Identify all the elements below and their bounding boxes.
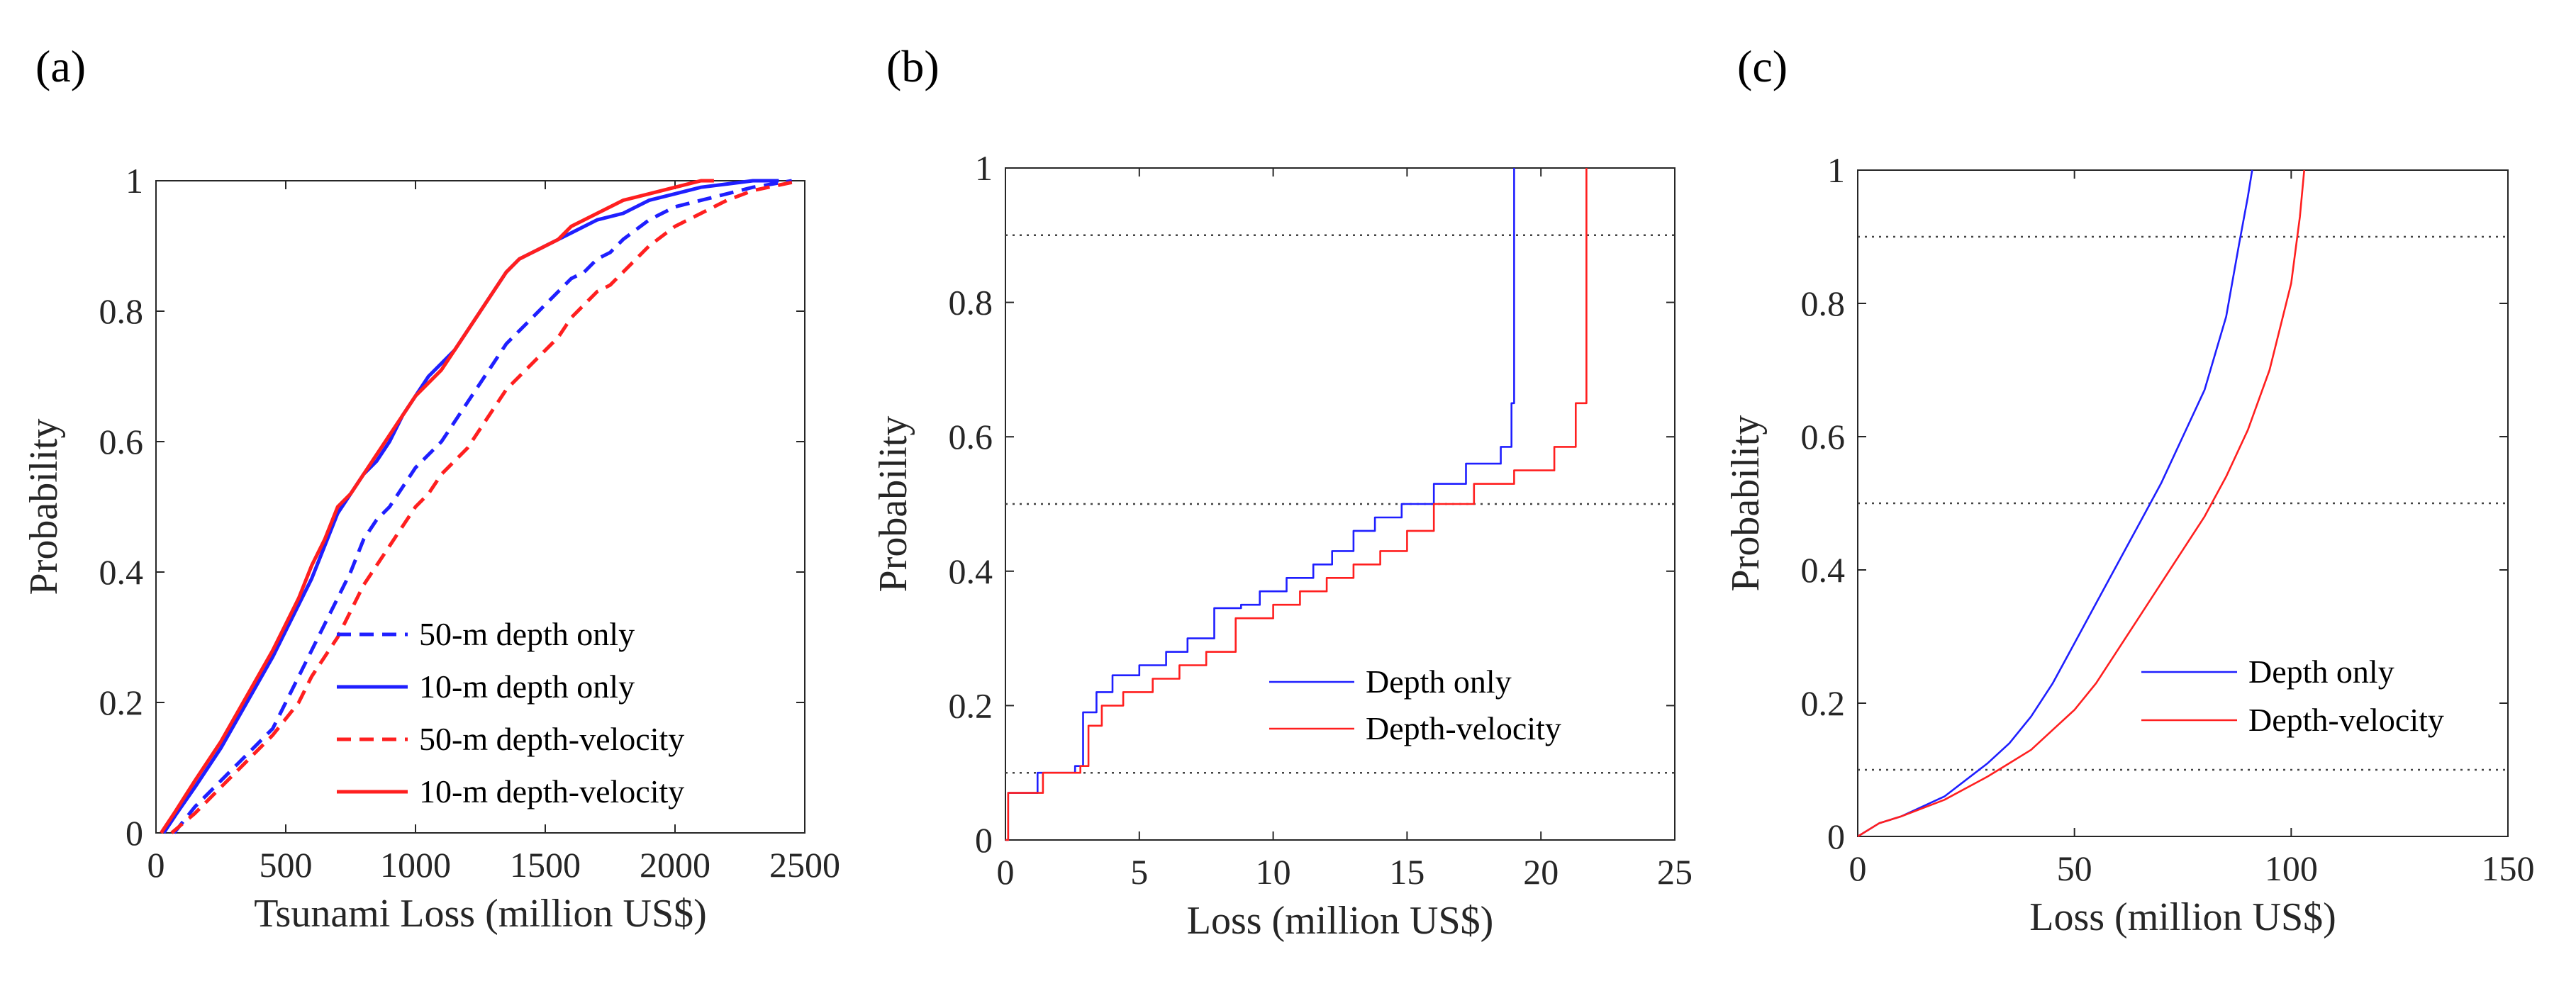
legend-entry: 10-m depth-velocity bbox=[419, 773, 684, 809]
x-tick-label: 2000 bbox=[640, 845, 710, 885]
y-tick-label: 0.6 bbox=[99, 422, 144, 461]
y-tick-label: 0 bbox=[975, 820, 993, 860]
x-tick-label: 25 bbox=[1657, 852, 1693, 892]
x-tick-label: 50 bbox=[2057, 848, 2092, 888]
x-tick-label: 0 bbox=[997, 852, 1015, 892]
series-line-50-m-depth-velocity bbox=[170, 179, 801, 834]
y-tick-label: 1 bbox=[126, 161, 143, 201]
series-line-10-m-depth-velocity bbox=[160, 179, 714, 834]
x-tick-label: 15 bbox=[1389, 852, 1424, 892]
panel-2: (c) 0 50 100 150 0 0.2 0.4 0.6 0.8 1 Loss (million … bbox=[1724, 41, 2535, 939]
x-axis-label: Tsunami Loss (million US$) bbox=[254, 892, 707, 936]
y-tick-label: 0 bbox=[1827, 817, 1845, 856]
legend: 50-m depth only 10-m depth only 50-m depth… bbox=[337, 616, 684, 809]
y-axis-label: Probability bbox=[1724, 415, 1768, 592]
y-tick-label: 0.8 bbox=[949, 283, 993, 323]
panel-label: (b) bbox=[886, 41, 939, 91]
x-tick-label: 500 bbox=[260, 845, 313, 885]
y-tick-label: 0.6 bbox=[949, 417, 993, 456]
legend-entry: Depth only bbox=[1366, 663, 1512, 700]
legend-entry: 50-m depth only bbox=[419, 616, 635, 652]
x-tick-label: 2500 bbox=[769, 845, 840, 885]
y-axis-label: Probability bbox=[22, 419, 66, 595]
legend-entry: Depth only bbox=[2248, 654, 2394, 690]
legend-entry: Depth-velocity bbox=[1366, 710, 1561, 746]
x-tick-label: 100 bbox=[2265, 848, 2318, 888]
legend-entry: 50-m depth-velocity bbox=[419, 721, 684, 757]
x-tick-label: 150 bbox=[2482, 848, 2535, 888]
x-tick-label: 20 bbox=[1523, 852, 1559, 892]
x-axis-label: Loss (million US$) bbox=[1187, 899, 1493, 943]
legend-entry: 10-m depth only bbox=[419, 668, 635, 705]
series-line-depth-velocity bbox=[1005, 168, 1588, 841]
x-tick-label: 1500 bbox=[510, 845, 581, 885]
y-tick-label: 1 bbox=[1827, 150, 1845, 190]
panel-0: (a) 0 500 1000 1500 2000 2500 0 0.2 0.4 0.6 0.8 1 Tsu… bbox=[22, 41, 840, 936]
panel-label: (c) bbox=[1737, 41, 1788, 91]
y-tick-label: 1 bbox=[975, 148, 993, 188]
legend: Depth only Depth-velocity bbox=[1269, 663, 1561, 746]
panel-label: (a) bbox=[35, 41, 86, 91]
legend: Depth only Depth-velocity bbox=[2141, 654, 2444, 738]
x-tick-label: 0 bbox=[147, 845, 165, 885]
y-tick-label: 0.2 bbox=[99, 683, 144, 722]
y-tick-label: 0.4 bbox=[99, 552, 144, 592]
x-tick-label: 5 bbox=[1130, 852, 1148, 892]
series-line-depth-only bbox=[1005, 168, 1515, 841]
series-line-50-m-depth-only bbox=[172, 179, 793, 834]
y-tick-label: 0 bbox=[126, 813, 143, 853]
x-axis-label: Loss (million US$) bbox=[2029, 895, 2336, 939]
series-line-10-m-depth-only bbox=[162, 179, 779, 834]
y-tick-label: 0.4 bbox=[1801, 550, 1846, 590]
series-line-depth-velocity bbox=[1858, 169, 2305, 838]
y-tick-label: 0.8 bbox=[99, 291, 144, 331]
legend-entry: Depth-velocity bbox=[2248, 702, 2444, 738]
axes-frame bbox=[155, 180, 805, 834]
y-tick-label: 0.2 bbox=[949, 685, 993, 725]
x-tick-label: 10 bbox=[1256, 852, 1291, 892]
y-tick-label: 0.4 bbox=[949, 551, 993, 591]
x-tick-label: 0 bbox=[1849, 848, 1867, 888]
y-tick-label: 0.8 bbox=[1801, 284, 1846, 323]
x-tick-label: 1000 bbox=[380, 845, 451, 885]
y-tick-label: 0.6 bbox=[1801, 417, 1846, 456]
y-axis-label: Probability bbox=[871, 416, 915, 593]
series-line-depth-only bbox=[1858, 169, 2253, 838]
y-tick-label: 0.2 bbox=[1801, 683, 1846, 723]
panel-1: (b) 0 5 10 15 20 25 0 0.2 0.4 0.6 0.8 1 Loss (million… bbox=[871, 41, 1693, 943]
